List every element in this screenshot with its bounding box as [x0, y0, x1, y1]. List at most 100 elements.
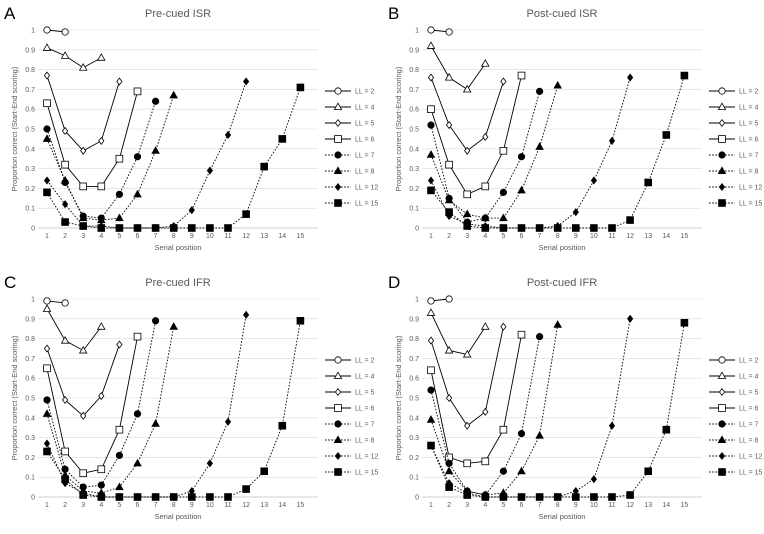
- series-line: [430, 318, 631, 498]
- y-tick-label: 0.8: [409, 336, 419, 343]
- x-tick-label: 3: [465, 502, 469, 509]
- data-point: [187, 493, 196, 501]
- legend-label: LL = 15: [355, 470, 378, 477]
- x-tick-label: 13: [644, 233, 652, 240]
- data-point: [662, 425, 671, 434]
- legend: LL = 2 LL = 4 LL = 5 LL = 6 LL = 7 LL = 8 LL =…: [709, 87, 762, 208]
- data-point: [427, 336, 435, 345]
- x-tick-label: 13: [644, 502, 652, 509]
- legend-marker: [334, 387, 342, 397]
- data-point: [644, 467, 652, 476]
- data-point: [133, 224, 142, 232]
- y-tick-label: 0.2: [25, 186, 35, 193]
- legend-marker: [718, 182, 726, 192]
- data-point: [224, 417, 232, 426]
- data-point: [626, 216, 634, 224]
- x-tick-label: 12: [242, 502, 250, 509]
- data-point: [79, 182, 88, 191]
- panel-title: Pre-cued ISR: [145, 8, 211, 20]
- legend-marker: [718, 387, 726, 397]
- y-tick-label: 0.5: [25, 127, 35, 134]
- legend-label: LL = 2: [739, 358, 759, 365]
- data-point: [517, 185, 526, 194]
- data-point: [571, 224, 580, 232]
- y-tick-label: 0.2: [409, 186, 419, 193]
- data-point: [517, 330, 526, 339]
- y-tick-label: 1: [31, 28, 35, 35]
- series-ll-4: [42, 304, 106, 354]
- legend-marker: [334, 199, 342, 207]
- series-ll-6: [43, 87, 142, 191]
- series-line: [46, 314, 247, 498]
- data-point: [97, 182, 106, 191]
- data-point: [97, 493, 106, 501]
- data-point: [133, 458, 142, 467]
- data-point: [626, 73, 634, 82]
- y-tick-label: 0.8: [25, 67, 35, 74]
- data-point: [536, 87, 544, 95]
- series-line: [46, 81, 247, 229]
- data-point: [464, 421, 471, 430]
- x-tick-label: 3: [81, 502, 85, 509]
- data-point: [517, 153, 526, 161]
- data-point: [426, 150, 436, 158]
- series-line: [46, 308, 102, 352]
- series-ll-5: [43, 71, 123, 155]
- data-point: [499, 493, 508, 501]
- legend-marker: [334, 182, 342, 192]
- series-line: [430, 326, 504, 427]
- data-point: [517, 224, 526, 232]
- x-tick-label: 12: [242, 233, 250, 240]
- data-point: [427, 121, 435, 129]
- series-ll-4: [426, 41, 490, 93]
- x-tick-label: 9: [190, 502, 194, 509]
- data-point: [590, 224, 598, 232]
- data-point: [187, 224, 196, 232]
- y-axis-title: Proportion correct (Start-End scoring): [10, 335, 19, 460]
- data-point: [445, 208, 453, 216]
- y-axis-title: Proportion correct (Start-End scoring): [10, 66, 19, 191]
- x-tick-label: 7: [538, 233, 542, 240]
- data-point: [445, 295, 453, 303]
- data-point: [61, 299, 69, 307]
- legend-marker: [718, 118, 726, 128]
- legend-marker: [717, 102, 727, 110]
- x-tick-label: 10: [590, 233, 598, 240]
- data-point: [79, 469, 88, 478]
- legend-label: LL = 5: [739, 121, 759, 128]
- data-point: [571, 493, 580, 501]
- series-ll-7: [43, 97, 160, 222]
- x-tick-label: 15: [681, 502, 689, 509]
- data-point: [644, 178, 652, 187]
- legend-marker: [333, 435, 343, 444]
- data-point: [152, 97, 160, 105]
- data-point: [169, 493, 178, 501]
- data-point: [43, 439, 51, 448]
- y-tick-label: 0.8: [409, 67, 419, 74]
- series-ll-8: [426, 80, 562, 222]
- y-tick-label: 0.1: [409, 206, 419, 213]
- legend: LL = 2 LL = 4 LL = 5 LL = 6 LL = 7 LL = 8 LL =…: [709, 356, 762, 477]
- x-tick-label: 14: [278, 502, 286, 509]
- data-point: [43, 125, 51, 133]
- y-tick-label: 0: [31, 495, 35, 502]
- legend-marker: [334, 404, 342, 412]
- y-tick-label: 0.5: [409, 127, 419, 134]
- data-point: [43, 344, 51, 353]
- x-tick-label: 5: [117, 502, 121, 509]
- data-point: [590, 176, 598, 185]
- data-point: [427, 186, 435, 195]
- legend-marker: [334, 420, 342, 428]
- data-point: [43, 297, 51, 305]
- panel-title: Post-cued ISR: [527, 8, 598, 20]
- x-tick-label: 1: [429, 502, 433, 509]
- x-tick-label: 13: [260, 502, 268, 509]
- series-line: [430, 334, 522, 464]
- series-ll-2: [43, 26, 69, 36]
- x-tick-label: 9: [190, 233, 194, 240]
- series-ll-8: [42, 90, 178, 224]
- x-tick-label: 5: [501, 233, 505, 240]
- x-tick-label: 12: [626, 233, 634, 240]
- data-point: [79, 491, 88, 499]
- data-point: [608, 421, 616, 430]
